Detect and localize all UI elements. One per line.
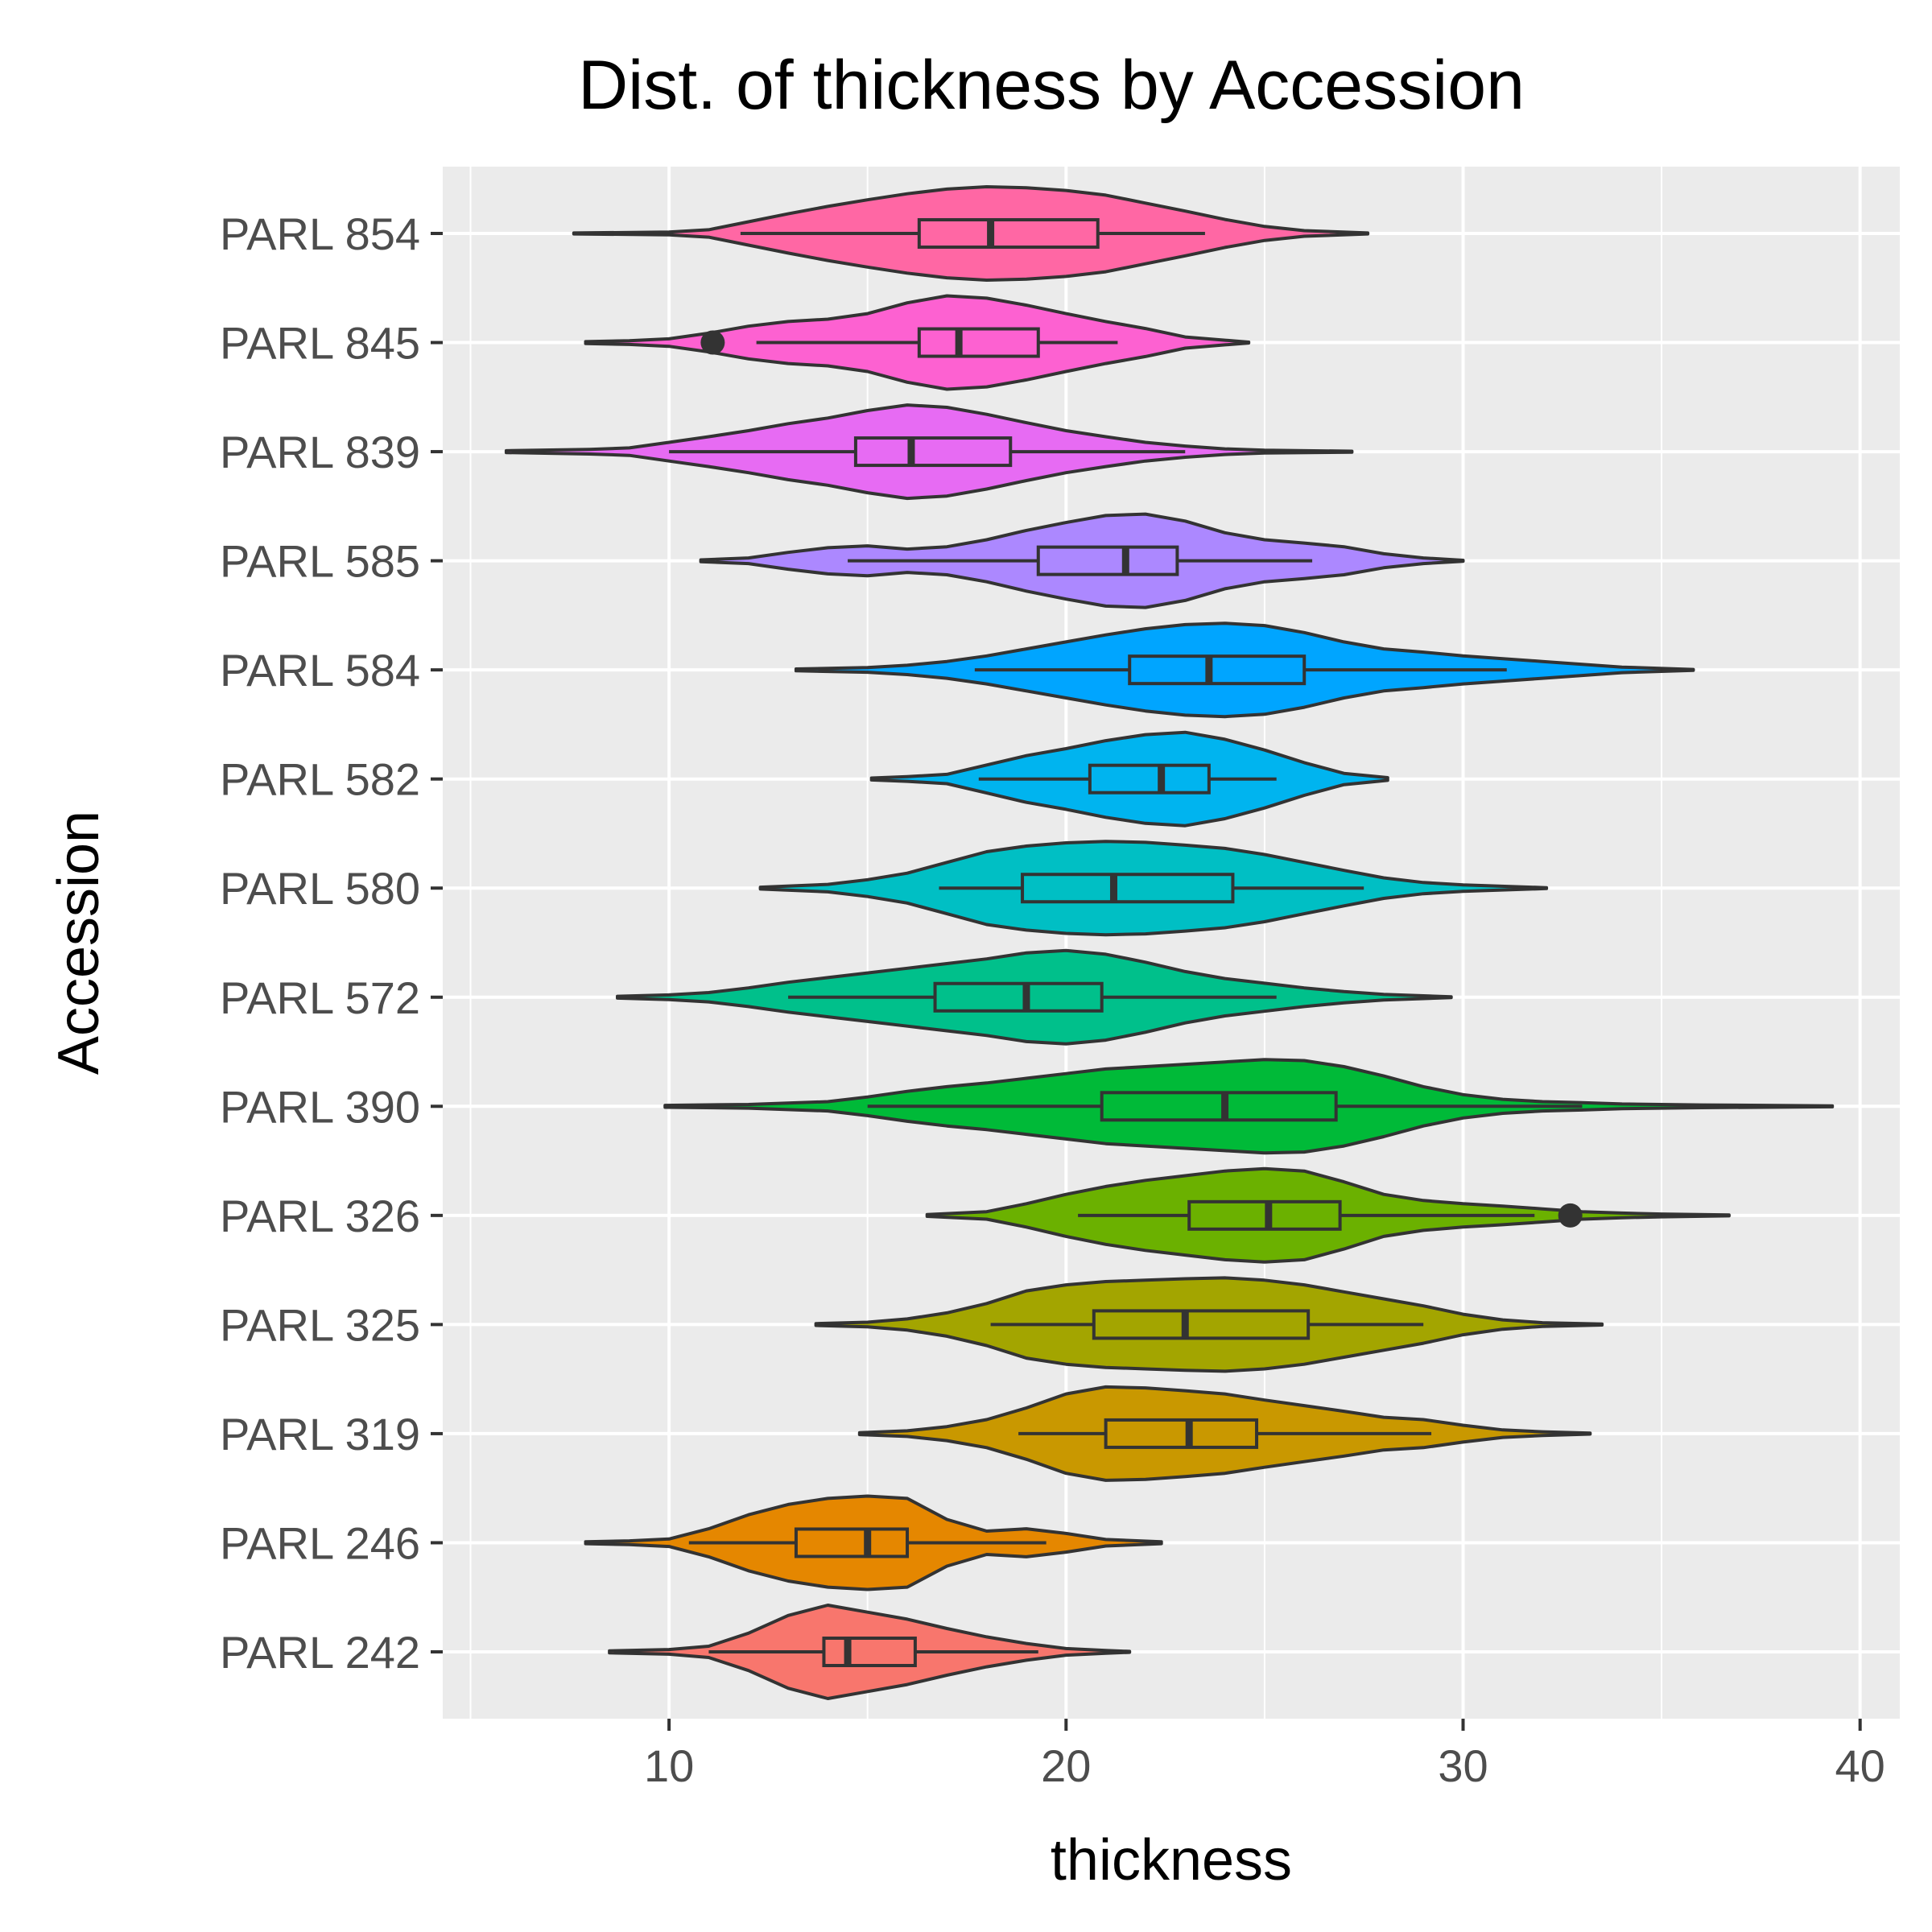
- y-axis-title: Accession: [47, 811, 111, 1075]
- violin-group: [608, 1604, 1132, 1700]
- y-tick-label: PARL 246: [220, 1517, 420, 1568]
- chart-title: Dist. of thickness by Accession: [578, 47, 1525, 124]
- violin-group: [663, 1058, 1835, 1155]
- box: [917, 327, 1040, 358]
- y-axis: PARL 242 PARL 246 PARL 319 PARL 325 PARL 326…: [220, 208, 443, 1678]
- y-tick-label: PARL 580: [220, 863, 420, 914]
- violin-group: [857, 1385, 1592, 1482]
- violin-group: [814, 1276, 1604, 1373]
- box: [1036, 545, 1179, 576]
- x-axis-title: thickness: [1051, 1828, 1292, 1893]
- box: [1104, 1418, 1259, 1449]
- x-tick-label: 10: [644, 1740, 694, 1791]
- x-tick-label: 20: [1041, 1740, 1091, 1791]
- violin-layer: [504, 185, 1835, 1700]
- y-tick-label: PARL 572: [220, 972, 420, 1023]
- violin-group: [699, 512, 1465, 609]
- y-tick-label: PARL 319: [220, 1409, 420, 1459]
- x-tick-label: 40: [1835, 1740, 1885, 1791]
- violin-group: [869, 730, 1389, 828]
- box: [794, 1527, 910, 1558]
- violin-group: [584, 1494, 1163, 1591]
- y-tick-label: PARL 325: [220, 1299, 420, 1350]
- outlier-point: [1558, 1203, 1583, 1228]
- box: [1187, 1199, 1342, 1231]
- box: [1021, 873, 1235, 904]
- y-tick-label: PARL 839: [220, 427, 420, 477]
- x-tick-label: 30: [1438, 1740, 1488, 1791]
- box: [917, 218, 1100, 249]
- box: [853, 436, 1013, 468]
- violin-group: [794, 621, 1695, 719]
- y-tick-label: PARL 584: [220, 645, 420, 696]
- y-tick-label: PARL 854: [220, 208, 420, 259]
- violin-group: [616, 948, 1453, 1046]
- plot-panel: [443, 167, 1900, 1719]
- box: [1088, 763, 1211, 795]
- y-tick-label: PARL 845: [220, 318, 420, 369]
- box: [1100, 1091, 1338, 1122]
- y-tick-label: PARL 585: [220, 536, 420, 587]
- box: [1128, 654, 1307, 686]
- y-tick-label: PARL 242: [220, 1627, 420, 1678]
- violin-group: [504, 403, 1354, 501]
- y-tick-label: PARL 326: [220, 1191, 420, 1241]
- violin-group: [572, 185, 1370, 282]
- violin-group: [925, 1166, 1731, 1264]
- outlier-point: [700, 330, 725, 355]
- x-axis: 10 20 30 40: [644, 1719, 1885, 1791]
- y-tick-label: PARL 582: [220, 754, 420, 805]
- violin-group: [584, 294, 1251, 391]
- y-tick-label: PARL 390: [220, 1081, 420, 1132]
- box: [822, 1637, 917, 1667]
- box: [1092, 1309, 1311, 1340]
- violin-group: [758, 840, 1549, 937]
- box: [933, 981, 1104, 1013]
